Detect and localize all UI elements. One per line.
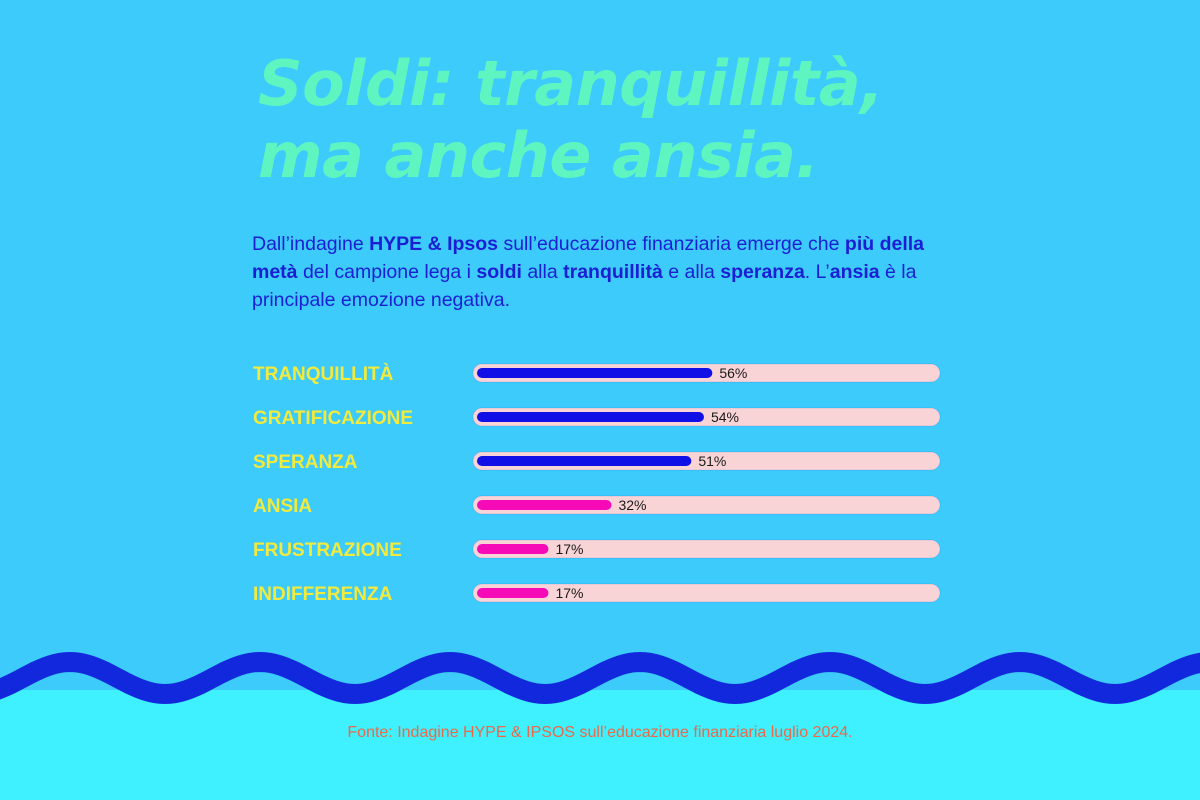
bottom-band — [0, 690, 1200, 800]
category-label: SPERANZA — [253, 452, 358, 473]
category-label: ANSIA — [253, 496, 312, 517]
intro-highlight: più della metà — [252, 233, 925, 283]
intro-text: Dall’indagine — [252, 233, 370, 255]
page-title: Soldi: tranquillità, ma anche ansia. — [258, 47, 884, 192]
value-label: 56% — [719, 365, 747, 381]
intro-paragraph: Dall’indagine HYPE & Ipsos sull’educazio… — [252, 230, 952, 314]
category-label: FRUSTRAZIONE — [253, 540, 402, 561]
value-label: 32% — [618, 497, 646, 513]
category-label: TRANQUILLITÀ — [253, 363, 394, 385]
value-label: 51% — [698, 453, 726, 469]
bar-track — [472, 539, 941, 559]
category-label: INDIFFERENZA — [253, 584, 393, 605]
value-label: 17% — [555, 585, 583, 601]
intro-highlight: ansia — [829, 261, 880, 283]
bar — [477, 588, 549, 598]
intro-text: . L’ — [804, 261, 830, 283]
bar-track — [472, 583, 941, 603]
bar-track — [472, 451, 941, 471]
intro-highlight: tranquillità — [563, 261, 663, 283]
intro-text: è la principale emozione negativa. — [252, 261, 917, 311]
bar-track — [472, 407, 941, 427]
wave-line — [0, 651, 1200, 705]
value-label: 54% — [711, 409, 739, 425]
intro-text: e alla — [662, 261, 721, 283]
bar — [477, 500, 612, 510]
intro-text: del campione lega i — [297, 261, 477, 283]
intro-highlight: HYPE & Ipsos — [369, 233, 499, 255]
bar — [477, 368, 713, 378]
intro-text: alla — [521, 261, 564, 283]
bar-track — [472, 495, 941, 515]
title-line-1: Soldi: tranquillità, — [258, 47, 884, 120]
title-line-2: ma anche ansia. — [258, 119, 819, 192]
source-note: Fonte: Indagine HYPE & IPSOS sull’educaz… — [347, 724, 853, 741]
bar — [477, 412, 704, 422]
category-label: GRATIFICAZIONE — [253, 408, 413, 429]
intro-highlight: soldi — [476, 261, 522, 283]
bar-track — [472, 363, 941, 383]
intro-text: sull’educazione finanziaria emerge che — [498, 233, 845, 255]
bar — [477, 456, 692, 466]
decorative-wave — [0, 651, 1200, 800]
intro-highlight: speranza — [720, 261, 805, 283]
bar — [477, 544, 549, 554]
value-label: 17% — [555, 541, 583, 557]
